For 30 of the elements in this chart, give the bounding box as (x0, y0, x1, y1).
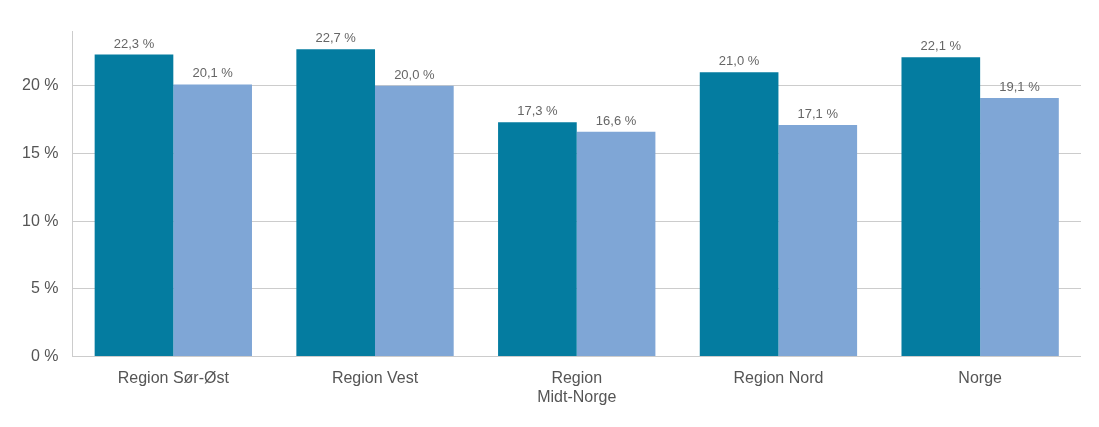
y-tick-label: 0 % (30, 347, 59, 365)
data-label: 16,6 % (595, 112, 637, 128)
data-label: 17,3 % (517, 103, 559, 119)
data-label: 21,0 % (718, 53, 760, 69)
x-tick-label: Region Sør-Øst (117, 368, 230, 386)
bar (173, 84, 252, 357)
data-label: 20,1 % (192, 65, 234, 81)
x-tick-label: Region Midt-Norge (537, 368, 617, 405)
bar (94, 54, 174, 357)
y-tick-label: 10 % (22, 211, 59, 229)
data-label: 17,1 % (797, 106, 839, 122)
x-tick-label: Region Nord (733, 368, 824, 386)
x-tick-label: Norge (958, 368, 1003, 386)
x-tick-label: Region Vest (331, 368, 419, 386)
y-tick-label: 20 % (22, 76, 59, 94)
bar (498, 122, 577, 357)
bar (576, 131, 656, 357)
bar (375, 85, 454, 357)
y-tick-label: 15 % (22, 143, 59, 161)
bar (901, 57, 981, 357)
data-label: 19,1 % (999, 79, 1041, 95)
bar (980, 97, 1059, 357)
y-tick-label: 5 % (30, 279, 59, 297)
bar (699, 72, 779, 357)
data-label: 22,7 % (315, 30, 357, 46)
bar (296, 49, 376, 357)
data-label: 20,0 % (394, 66, 436, 82)
data-label: 22,1 % (920, 38, 962, 54)
data-label: 22,3 % (113, 35, 155, 51)
bar (778, 125, 858, 357)
